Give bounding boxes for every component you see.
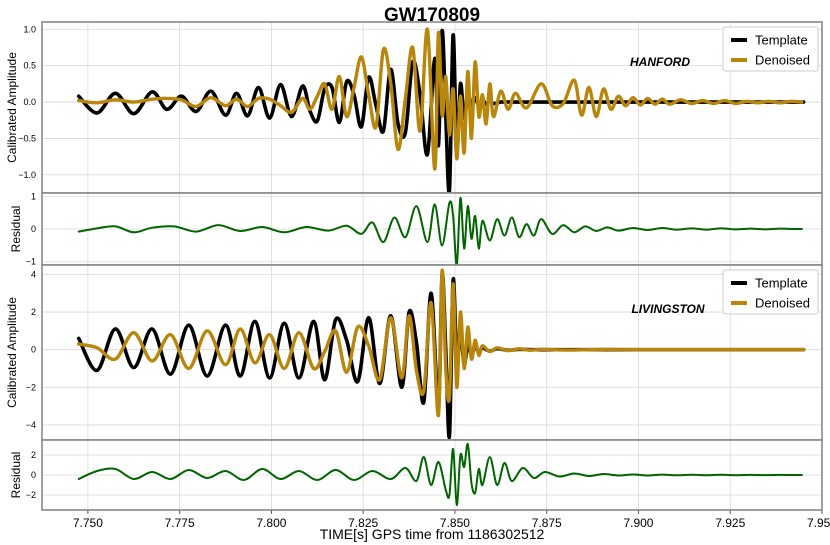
y-tick-label: −2 xyxy=(26,490,36,500)
y-tick-label: −4 xyxy=(26,420,36,430)
series-group xyxy=(77,442,803,507)
panel-livingston-amplitude: −4 −2 0 2 4 Calibrated Amplitude LIVINGSTON Tem… xyxy=(5,264,823,441)
panels: −1.0 −0.5 0.0 0.5 1.0 Calibrated Amplitude HAN… xyxy=(5,21,830,530)
series-group xyxy=(76,268,806,440)
y-tick-label: −2 xyxy=(26,382,36,392)
series-template-line xyxy=(76,28,806,193)
series-residual-line xyxy=(77,196,803,265)
legend-label-template: Template xyxy=(755,276,808,291)
detector-annotation: HANFORD xyxy=(630,55,690,69)
x-tick-label: 7.850 xyxy=(440,516,470,530)
x-tick-label: 7.800 xyxy=(256,516,286,530)
y-tick-label: 0.0 xyxy=(23,97,36,107)
legend-label-template: Template xyxy=(755,33,808,48)
y-axis-label: Calibrated Amplitude xyxy=(5,297,19,408)
legend-label-denoised: Denoised xyxy=(755,53,810,68)
y-tick-label: 2 xyxy=(31,450,36,460)
series-group xyxy=(76,27,806,193)
series-denoised-line xyxy=(77,27,804,171)
x-tick-label: 7.925 xyxy=(715,516,745,530)
x-tick-label: 7.750 xyxy=(73,516,103,530)
series-denoised-line xyxy=(77,268,806,418)
y-tick-label: 0 xyxy=(31,345,36,355)
x-tick-label: 7.775 xyxy=(165,516,195,530)
legend-label-denoised: Denoised xyxy=(755,296,810,311)
y-tick-label: 1.0 xyxy=(23,24,36,34)
panel-hanford-residual: −1 0 1 Residual xyxy=(9,191,823,267)
y-tick-label: −1 xyxy=(26,257,36,267)
x-axis-label: TIME[s] GPS time from 1186302512 xyxy=(320,526,545,542)
series-residual-line xyxy=(77,442,803,507)
x-tick-label: 7.950 xyxy=(807,516,830,530)
y-tick-label: 0 xyxy=(31,470,36,480)
detector-annotation: LIVINGSTON xyxy=(631,302,704,316)
figure-title: GW170809 xyxy=(384,5,480,26)
y-tick-label: 0.5 xyxy=(23,61,36,71)
y-tick-label: −0.5 xyxy=(18,133,36,143)
y-axis-label: Residual xyxy=(9,452,23,499)
legend: Template Denoised xyxy=(722,26,819,72)
panel-hanford-amplitude: −1.0 −0.5 0.0 0.5 1.0 Calibrated Amplitude HAN… xyxy=(5,21,823,194)
y-tick-label: 2 xyxy=(31,307,36,317)
panel-livingston-residual: −2 0 2 Residual 7.750 7.775 7.800 7.825 7.850 7.8… xyxy=(9,439,830,530)
y-axis-label: Calibrated Amplitude xyxy=(5,52,19,163)
x-tick-label: 7.875 xyxy=(532,516,562,530)
y-tick-label: 0 xyxy=(31,224,36,234)
x-tick-label: 7.900 xyxy=(623,516,653,530)
y-axis-label: Residual xyxy=(9,206,23,253)
y-tick-label: −1.0 xyxy=(18,170,36,180)
y-tick-label: 4 xyxy=(31,269,36,279)
legend: Template Denoised xyxy=(722,269,819,315)
y-tick-label: 1 xyxy=(31,191,36,201)
x-tick-label: 7.825 xyxy=(348,516,378,530)
series-group xyxy=(77,196,803,265)
panel-frame xyxy=(41,439,823,511)
